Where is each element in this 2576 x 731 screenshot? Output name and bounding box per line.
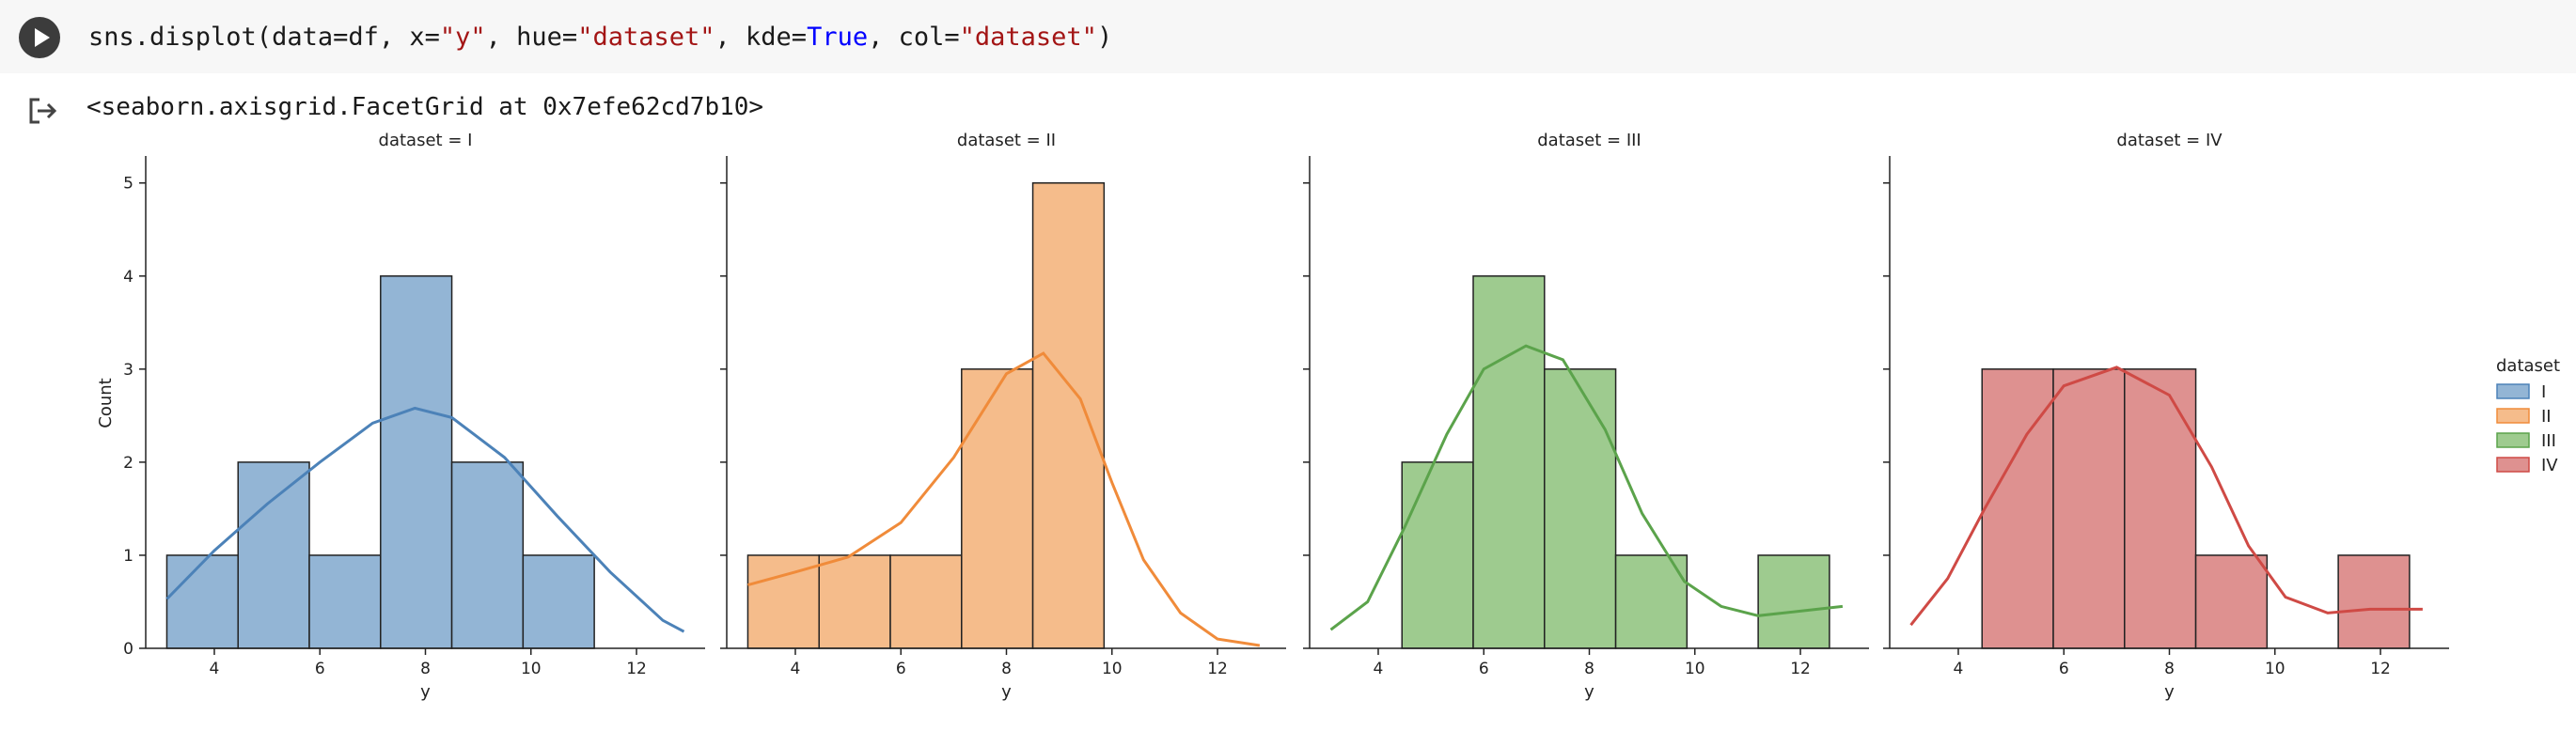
kde-line <box>1909 366 2423 627</box>
code-token: "dataset" <box>577 23 715 52</box>
panel-title: dataset = IV <box>2116 131 2223 150</box>
x-tick-label: 12 <box>1790 660 1811 678</box>
histogram-bar <box>1981 368 2054 649</box>
output-arrow-icon[interactable] <box>26 94 60 128</box>
x-tick-label: 8 <box>1001 660 1012 678</box>
x-axis-label: y <box>2164 682 2175 702</box>
histogram-bar <box>1544 368 1617 649</box>
code-token: sns.displot(data=df, x= <box>88 23 440 52</box>
histogram-bar <box>2337 554 2411 649</box>
histogram-bar <box>746 554 820 649</box>
histogram-bar <box>961 368 1034 649</box>
run-cell-button[interactable] <box>19 17 60 58</box>
x-tick-label: 12 <box>626 660 647 678</box>
x-tick-label: 4 <box>791 660 801 678</box>
x-tick-label: 6 <box>896 660 906 678</box>
x-tick-label: 4 <box>210 660 220 678</box>
histogram-bar <box>1757 554 1830 649</box>
play-icon <box>35 28 50 47</box>
x-tick-label: 10 <box>521 660 542 678</box>
histogram-bar <box>2194 554 2269 649</box>
x-tick-label: 4 <box>1954 660 1964 678</box>
panel-title: dataset = III <box>1537 131 1641 150</box>
histogram-bar <box>522 554 595 649</box>
y-tick-label: 5 <box>123 175 134 194</box>
legend-swatch <box>2496 457 2530 473</box>
histogram-bar <box>165 554 239 649</box>
panel-title: dataset = I <box>379 131 473 150</box>
x-tick-label: 8 <box>420 660 431 678</box>
x-tick-label: 12 <box>1207 660 1228 678</box>
histogram-bar <box>237 461 310 649</box>
legend-swatch <box>2496 408 2530 424</box>
code-token: , col= <box>868 23 960 52</box>
kde-line <box>1329 344 1844 631</box>
output-repr-text: <seaborn.axisgrid.FacetGrid at 0x7efe62c… <box>86 93 764 121</box>
x-tick-label: 8 <box>1584 660 1594 678</box>
kde-line <box>747 351 1261 647</box>
x-axis-label: y <box>1001 682 1012 702</box>
x-tick-label: 6 <box>1479 660 1489 678</box>
x-tick-label: 10 <box>2265 660 2285 678</box>
histogram-bar <box>380 275 453 649</box>
code-cell[interactable]: sns.displot(data=df, x="y", hue="dataset… <box>0 0 2576 73</box>
histogram-bar <box>1401 461 1474 649</box>
x-tick-label: 8 <box>2164 660 2175 678</box>
x-axis-label: y <box>420 682 431 702</box>
histogram-bar <box>2052 368 2126 649</box>
y-tick-label: 0 <box>123 640 134 659</box>
x-tick-label: 10 <box>1102 660 1123 678</box>
code-editor-line[interactable]: sns.displot(data=df, x="y", hue="dataset… <box>88 19 1112 56</box>
histogram-bar <box>2124 368 2197 649</box>
code-token: True <box>807 23 869 52</box>
code-token: "y" <box>439 23 486 52</box>
histogram-bar <box>889 554 963 649</box>
panel-title: dataset = II <box>957 131 1056 150</box>
legend-label: IV <box>2541 456 2558 475</box>
y-tick-label: 2 <box>123 454 134 473</box>
histogram-bar <box>1031 181 1106 649</box>
kde-line <box>165 406 685 633</box>
code-token: , hue= <box>485 23 578 52</box>
legend-label: I <box>2541 382 2546 402</box>
x-tick-label: 10 <box>1685 660 1705 678</box>
legend-swatch <box>2496 432 2530 448</box>
y-axis-label: Count <box>96 378 116 428</box>
code-token: ) <box>1096 23 1113 52</box>
y-tick-label: 4 <box>123 268 134 287</box>
code-token: , kde= <box>715 23 808 52</box>
histogram-bar <box>818 554 891 649</box>
x-tick-label: 4 <box>1374 660 1384 678</box>
legend-title: dataset <box>2496 356 2560 376</box>
x-axis-label: y <box>1584 682 1594 702</box>
legend-label: III <box>2541 431 2556 451</box>
x-tick-label: 6 <box>2059 660 2069 678</box>
legend-label: II <box>2541 407 2552 427</box>
x-tick-label: 6 <box>315 660 325 678</box>
code-token: "dataset" <box>959 23 1097 52</box>
histogram-bar <box>1472 275 1546 649</box>
histogram-bar <box>308 554 382 649</box>
y-tick-label: 1 <box>123 547 134 566</box>
x-tick-label: 12 <box>2370 660 2391 678</box>
histogram-bar <box>450 461 525 649</box>
histogram-bar <box>1614 554 1689 649</box>
legend-swatch <box>2496 383 2530 399</box>
y-tick-label: 3 <box>123 361 134 380</box>
